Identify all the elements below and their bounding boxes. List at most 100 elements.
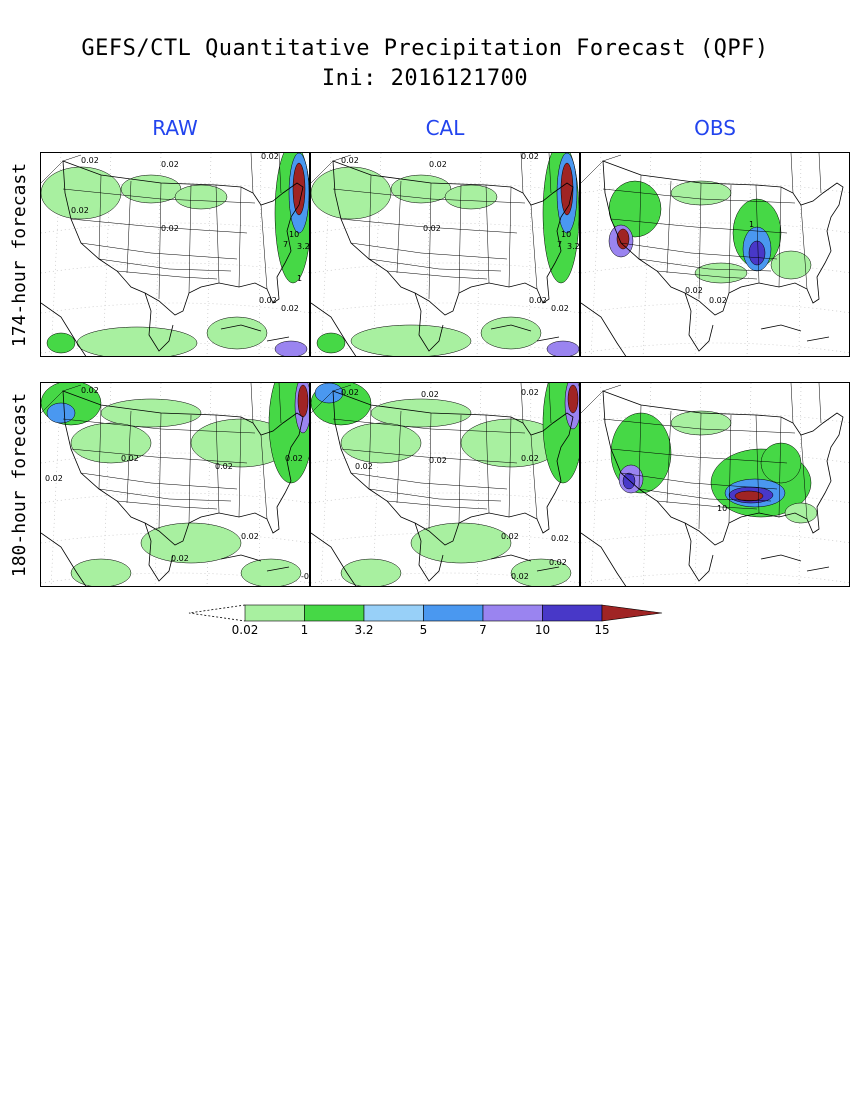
colorbar-segment: [363, 604, 424, 622]
precip-contour: [314, 383, 344, 404]
state-border: [368, 258, 502, 272]
figure-title-line1: GEFS/CTL Quantitative Precipitation Fore…: [81, 36, 769, 61]
colorbar-segment: [304, 604, 365, 622]
precip-contour: [510, 558, 572, 586]
state-border: [666, 180, 672, 274]
map-svg: 0.02 0.02 0.02 0.02 0.02 107 3.2 1 0.02 0.02: [41, 153, 309, 356]
colorbar-tick-label: 5: [420, 623, 428, 637]
state-border: [656, 500, 758, 510]
state-border: [80, 242, 238, 260]
contour-label: 0.02: [421, 390, 439, 399]
panel-180-raw: 0.02 0.02 0.02 0.02 0.02 0.02 0.02 -0: [40, 382, 310, 587]
state-border: [158, 182, 162, 300]
state-border: [728, 414, 732, 524]
state-border: [368, 404, 372, 490]
state-border: [800, 434, 808, 520]
precip-contour: [100, 398, 202, 428]
graticule: [581, 153, 849, 356]
precip-contour: [370, 398, 472, 428]
precip-contour: [622, 472, 636, 490]
state-border: [666, 410, 672, 504]
precip-contour: [567, 384, 579, 414]
map-outlines: [41, 153, 304, 356]
contour-label: 0.02: [121, 454, 139, 463]
canada-border: [311, 153, 552, 194]
precip-contour: [410, 522, 512, 564]
precip-contour: [311, 166, 392, 220]
mexico-coast: [41, 292, 174, 356]
precip-field: [311, 383, 579, 586]
colorbar-tick-label: 0.02: [232, 623, 259, 637]
precip-contour: [390, 174, 452, 204]
state-border: [602, 188, 796, 204]
state-border: [62, 188, 256, 204]
state-border: [368, 488, 502, 502]
state-border: [778, 186, 782, 288]
contour-label: 0.02: [501, 532, 519, 541]
contour-label: 0.02: [685, 286, 703, 295]
contour-label: 10: [561, 230, 571, 239]
state-border: [610, 218, 788, 234]
state-border: [126, 180, 132, 274]
colorbar-segment: [542, 604, 603, 622]
state-border: [238, 186, 242, 288]
contour-label: 1: [297, 274, 302, 283]
state-border: [428, 182, 432, 300]
caribbean-islands: [220, 554, 290, 572]
precip-contour: [784, 502, 818, 524]
state-border: [458, 184, 462, 294]
precip-contour: [694, 262, 748, 284]
state-border: [70, 218, 248, 234]
colorbar: 0.02 1 3.2 5 7 10 15: [185, 603, 675, 643]
contour-label: 7: [557, 240, 562, 249]
state-border: [602, 418, 796, 434]
colorbar-segment: [482, 604, 543, 622]
precip-contour: [480, 316, 542, 350]
contour-label: 0.02: [551, 534, 569, 543]
colorbar-tick-label: 1: [301, 623, 309, 637]
contour-label: 0.02: [161, 160, 179, 169]
canada-border: [311, 383, 552, 424]
precip-contour: [174, 184, 228, 210]
contour-label: 1: [749, 220, 754, 229]
precip-contour: [760, 442, 802, 484]
column-label-obs: OBS: [694, 116, 736, 140]
state-border: [116, 270, 218, 280]
contour-label: 0.02: [171, 554, 189, 563]
canada-border: [581, 153, 822, 194]
precip-contour: [444, 184, 498, 210]
precip-contour: [546, 340, 579, 356]
precip-contour: [274, 340, 308, 356]
precip-contour: [316, 332, 346, 354]
state-border: [638, 174, 642, 260]
precip-contour: [350, 324, 472, 356]
state-border: [800, 204, 808, 290]
contour-label: 0.02: [355, 462, 373, 471]
state-border: [386, 270, 488, 280]
contour-label: 0.02: [423, 224, 441, 233]
precip-contour: [292, 162, 306, 216]
precip-contour: [616, 228, 630, 250]
state-border: [728, 184, 732, 294]
panel-174-obs: 1 0.02 0.02: [580, 152, 850, 357]
state-border: [215, 184, 220, 284]
map-svg: 0.02 0.02 0.02 0.02 0.02 0.02 0.02 -0: [41, 383, 309, 586]
contour-label: 0.02: [511, 572, 529, 581]
precip-contour: [297, 384, 309, 418]
colorbar-low-arrow: [188, 604, 246, 622]
state-border: [98, 488, 232, 502]
contour-label: 0.02: [529, 296, 547, 305]
state-border: [340, 448, 518, 464]
row-label-180: 180-hour forecast: [9, 392, 30, 578]
graticule: [581, 383, 849, 586]
state-border: [656, 270, 758, 280]
state-border: [698, 412, 702, 530]
state-border: [368, 174, 372, 260]
colorbar-tick-label: 7: [479, 623, 487, 637]
contour-label: 0.02: [429, 456, 447, 465]
precip-contour: [46, 402, 76, 424]
state-border: [778, 416, 782, 518]
state-border: [350, 242, 508, 260]
contour-label: 10: [289, 230, 299, 239]
mexico-coast: [41, 522, 174, 586]
